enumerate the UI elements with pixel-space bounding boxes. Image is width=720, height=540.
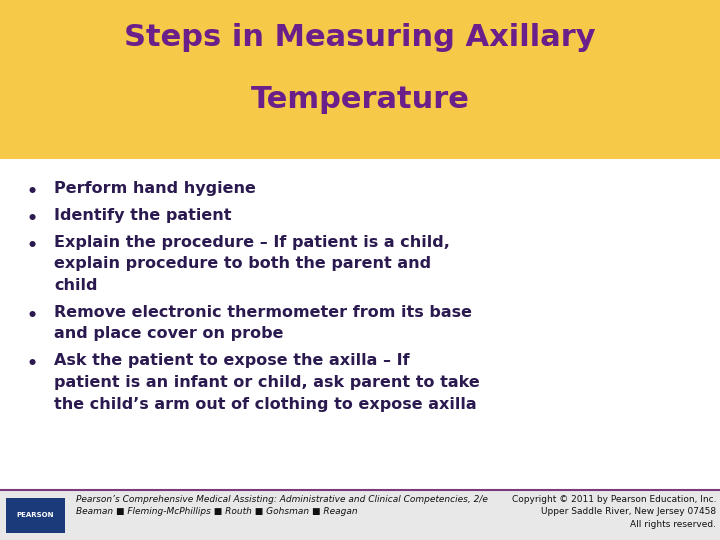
Text: Copyright © 2011 by Pearson Education, Inc.
Upper Saddle River, New Jersey 07458: Copyright © 2011 by Pearson Education, I… [512,495,716,529]
Text: and place cover on probe: and place cover on probe [54,327,284,341]
Text: Steps in Measuring Axillary: Steps in Measuring Axillary [124,23,596,52]
Text: Pearson’s Comprehensive Medical Assisting: Administrative and Clinical Competenc: Pearson’s Comprehensive Medical Assistin… [76,495,487,516]
Text: Ask the patient to expose the axilla – If: Ask the patient to expose the axilla – I… [54,354,410,368]
Text: •: • [27,237,38,254]
Text: •: • [27,210,38,228]
Text: the child’s arm out of clothing to expose axilla: the child’s arm out of clothing to expos… [54,396,477,411]
Text: Identify the patient: Identify the patient [54,208,232,223]
Text: PEARSON: PEARSON [17,512,54,518]
Bar [6,498,65,533]
Text: Perform hand hygiene: Perform hand hygiene [54,181,256,196]
Text: •: • [27,355,38,373]
Text: Explain the procedure – If patient is a child,: Explain the procedure – If patient is a … [54,235,450,250]
Bar [0,0,720,159]
Text: Temperature: Temperature [251,85,469,114]
Text: child: child [54,278,97,293]
Text: •: • [27,307,38,325]
Bar [0,490,720,540]
Text: Remove electronic thermometer from its base: Remove electronic thermometer from its b… [54,305,472,320]
Text: explain procedure to both the parent and: explain procedure to both the parent and [54,256,431,272]
Text: •: • [27,183,38,201]
Text: patient is an infant or child, ask parent to take: patient is an infant or child, ask paren… [54,375,480,390]
